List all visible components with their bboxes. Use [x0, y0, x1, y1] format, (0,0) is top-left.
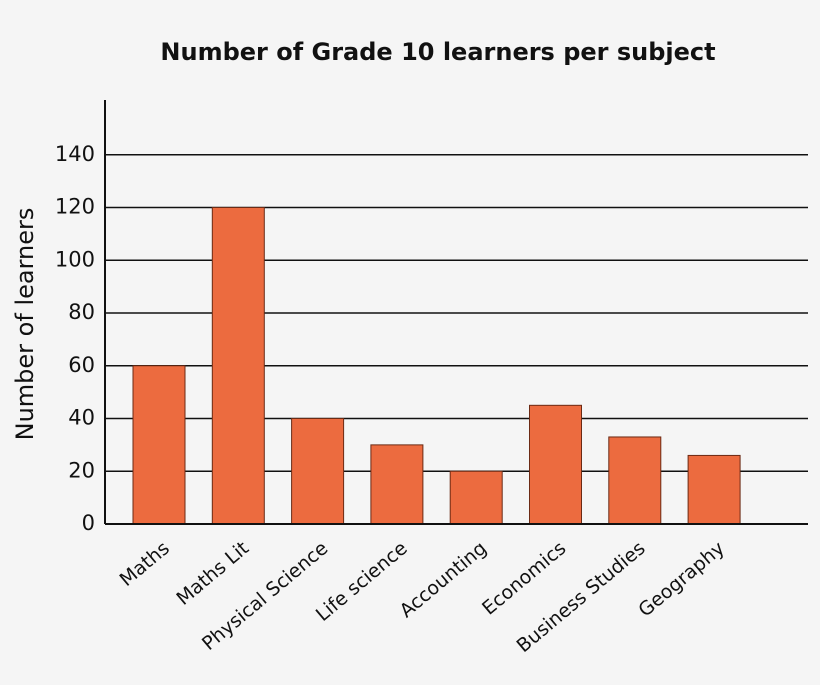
y-tick-label: 140	[55, 142, 95, 166]
y-tick-label: 80	[68, 300, 95, 324]
y-tick-label: 0	[82, 511, 95, 535]
y-tick-label: 100	[55, 247, 95, 271]
chart-title: Number of Grade 10 learners per subject	[160, 38, 715, 66]
y-tick-label: 60	[68, 353, 95, 377]
y-axis-label: Number of learners	[11, 208, 39, 441]
bar	[529, 404, 582, 525]
bar	[370, 444, 424, 525]
bar	[608, 436, 662, 525]
bar	[132, 365, 186, 525]
bar	[291, 418, 345, 525]
bar	[687, 454, 741, 525]
y-tick-label: 40	[68, 406, 95, 430]
y-tick-label: 120	[55, 195, 95, 219]
bar	[449, 470, 503, 525]
bar	[211, 207, 265, 525]
y-tick-label: 20	[68, 458, 95, 482]
